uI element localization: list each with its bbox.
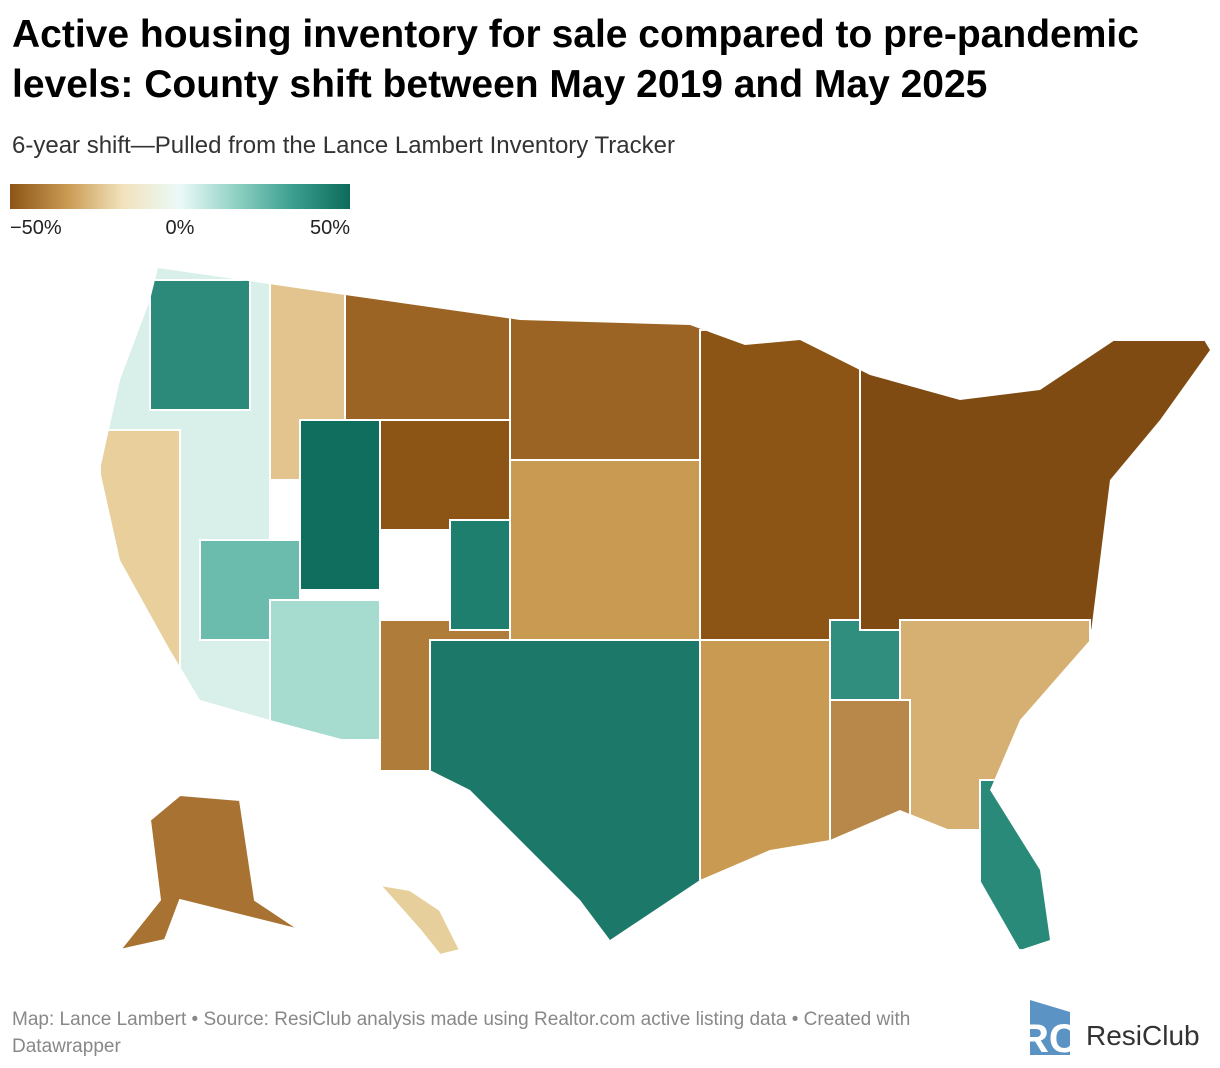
subtitle: 6-year shift—Pulled from the Lance Lambe… <box>12 132 675 159</box>
legend-bar <box>10 184 350 209</box>
legend: −50% 0% 50% <box>10 184 350 239</box>
legend-tick-label: −50% <box>10 217 62 239</box>
title: Active housing inventory for sale compar… <box>12 13 1139 106</box>
legend-tick-label: 50% <box>310 217 350 239</box>
logo: RC <box>1020 1000 1078 1061</box>
svg-text:RC: RC <box>1020 1017 1078 1061</box>
alaska <box>117 793 301 952</box>
hawaii <box>377 883 462 957</box>
counties <box>100 268 1210 950</box>
legend-tick-label: 0% <box>166 217 195 239</box>
brand: ResiClub <box>1086 1020 1200 1051</box>
footer-credit: Map: Lance Lambert • Source: ResiClub an… <box>12 1009 911 1057</box>
